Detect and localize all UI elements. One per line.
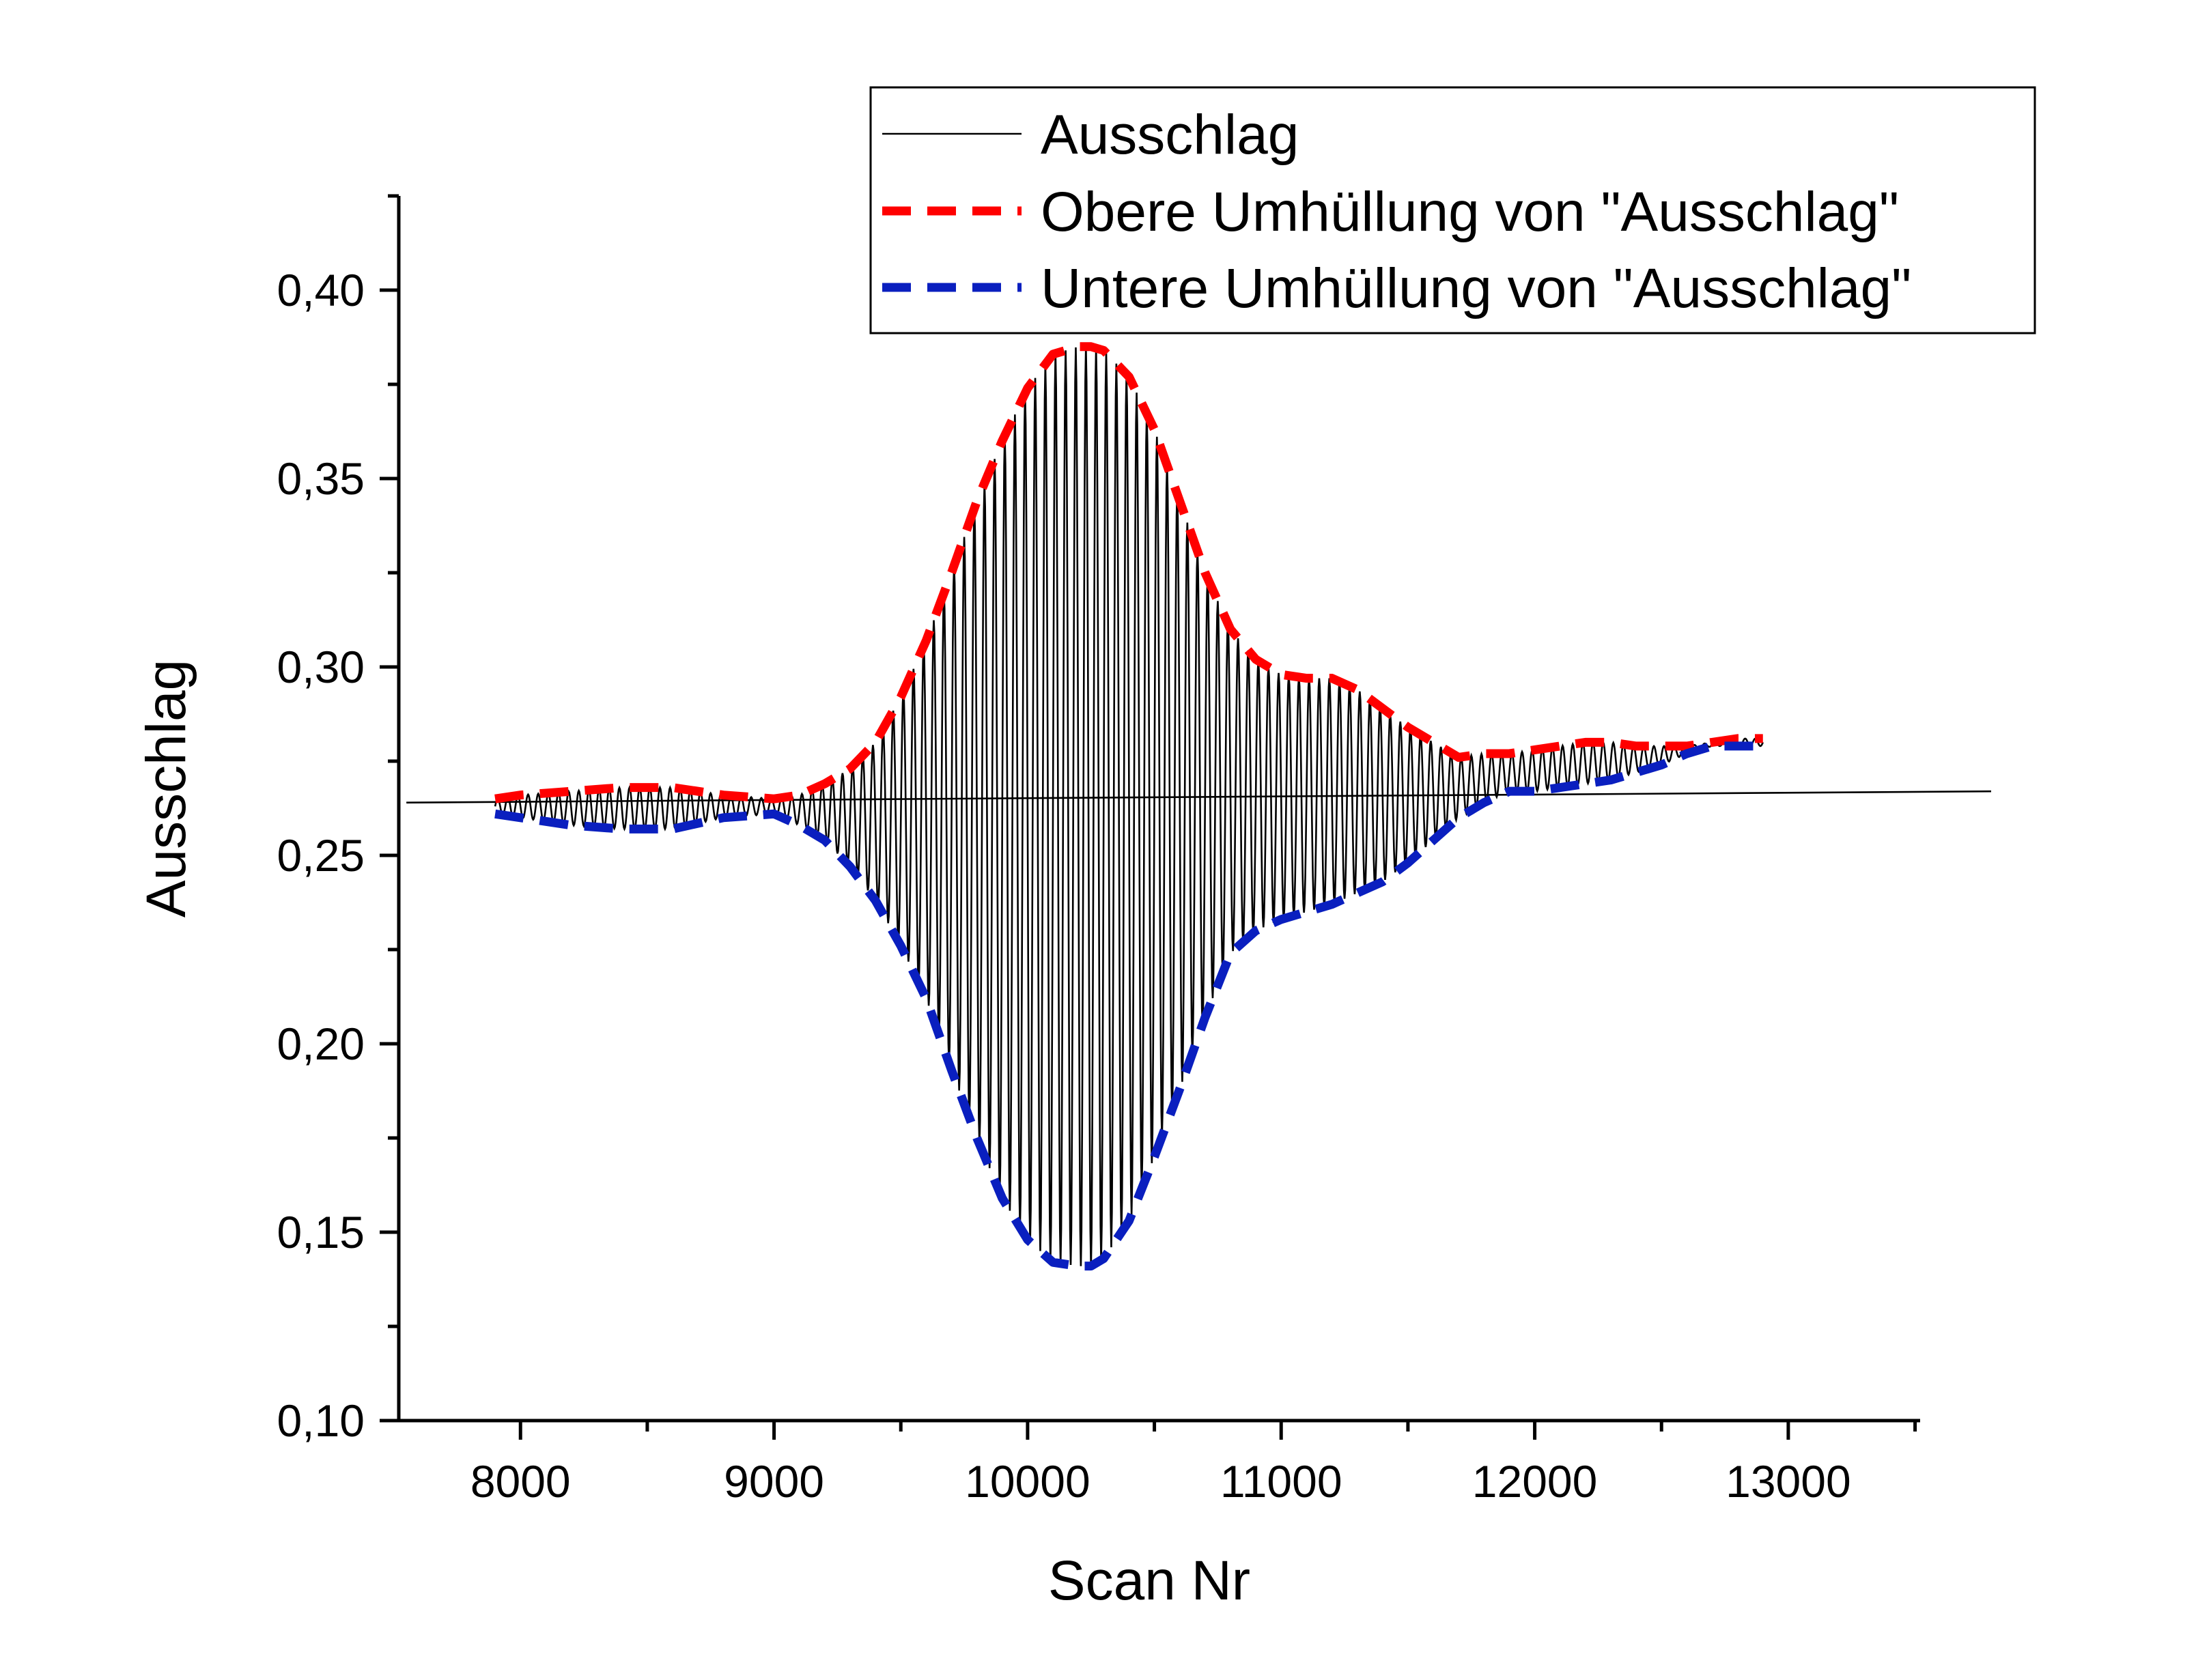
x-tick-label: 9000 [724,1456,824,1507]
legend: Ausschlag Obere Umhüllung von "Ausschlag"… [869,86,2036,334]
plot-area [406,342,1991,1271]
legend-item-lower-envelope-label: Untere Umhüllung von "Ausschlag" [1041,257,1911,319]
y-tick-label: 0,25 [277,830,365,881]
y-tick-label: 0,30 [277,642,365,692]
y-tick-label: 0,15 [277,1207,365,1257]
series-upper-envelope [494,342,1763,803]
y-axis-title: Ausschlag [135,659,197,917]
axes [397,196,1920,1423]
legend-box [869,86,2036,334]
x-tick-label: 12000 [1472,1456,1598,1507]
x-tick-label: 8000 [470,1456,571,1507]
series-lower-envelope [494,741,1763,1271]
x-tick-label: 10000 [965,1456,1090,1507]
x-tick-label: 13000 [1726,1456,1851,1507]
x-tick-label: 11000 [1220,1456,1342,1507]
y-tick-label: 0,40 [277,265,365,315]
x-axis-title: Scan Nr [1048,1550,1250,1612]
y-tick-label: 0,20 [277,1019,365,1069]
y-tick-label: 0,10 [277,1395,365,1446]
series-ausschlag-baseline [406,790,1991,804]
legend-item-upper-envelope-label: Obere Umhüllung von "Ausschlag" [1041,181,1899,243]
legend-item-ausschlag-label: Ausschlag [1041,104,1299,166]
ticks: 8000 9000 10000 11000 12000 13000 0,10 0,15 0,20… [277,194,1917,1507]
y-tick-label: 0,35 [277,453,365,504]
